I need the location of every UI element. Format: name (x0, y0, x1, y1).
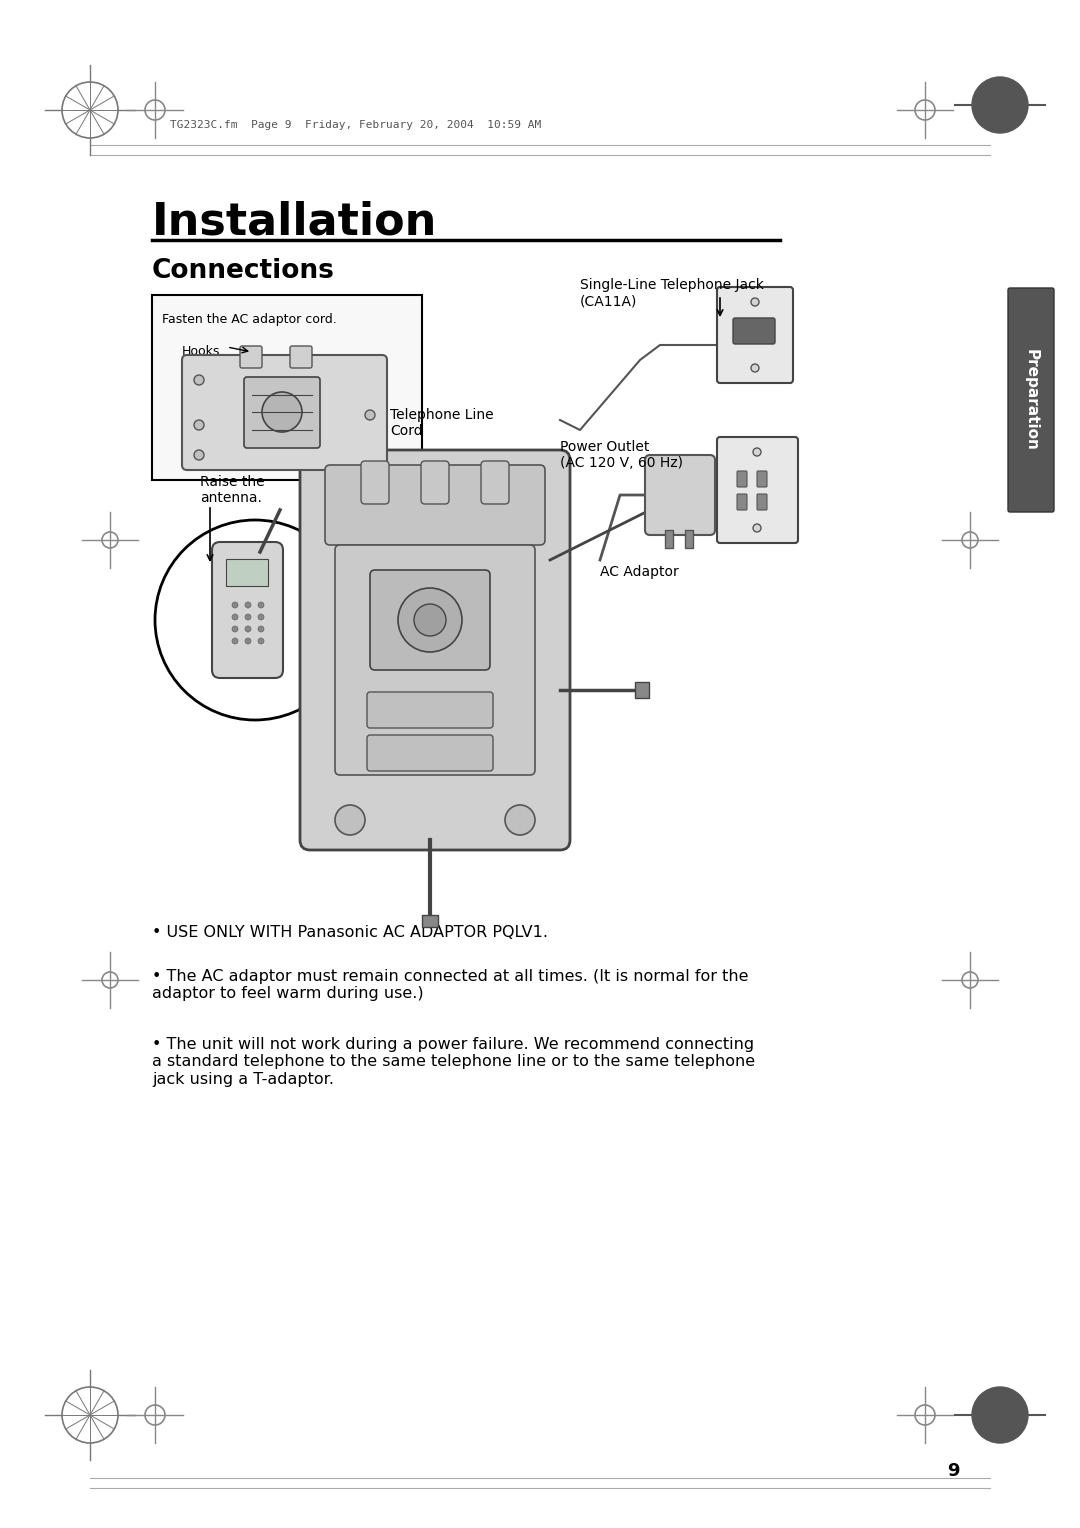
FancyBboxPatch shape (665, 530, 673, 549)
Circle shape (335, 805, 365, 834)
Text: • USE ONLY WITH Panasonic AC ADAPTOR PQLV1.: • USE ONLY WITH Panasonic AC ADAPTOR PQL… (152, 924, 548, 940)
Circle shape (232, 602, 238, 608)
Text: Preparation: Preparation (1024, 348, 1039, 451)
Circle shape (751, 364, 759, 371)
Circle shape (194, 374, 204, 385)
Text: Hooks: Hooks (183, 345, 220, 358)
Circle shape (194, 451, 204, 460)
Circle shape (262, 393, 302, 432)
FancyBboxPatch shape (717, 437, 798, 542)
FancyBboxPatch shape (685, 530, 693, 549)
Text: 9: 9 (947, 1462, 960, 1481)
Circle shape (232, 614, 238, 620)
Text: Installation: Installation (152, 200, 437, 243)
FancyBboxPatch shape (757, 494, 767, 510)
FancyBboxPatch shape (635, 681, 649, 698)
Circle shape (972, 76, 1028, 133)
Circle shape (245, 614, 251, 620)
Circle shape (414, 604, 446, 636)
Circle shape (232, 639, 238, 643)
FancyBboxPatch shape (737, 494, 747, 510)
FancyBboxPatch shape (240, 345, 262, 368)
FancyBboxPatch shape (300, 451, 570, 850)
Text: TG2323C.fm  Page 9  Friday, February 20, 2004  10:59 AM: TG2323C.fm Page 9 Friday, February 20, 2… (170, 121, 541, 130)
Text: • The unit will not work during a power failure. We recommend connecting
a stand: • The unit will not work during a power … (152, 1038, 755, 1086)
FancyBboxPatch shape (733, 318, 775, 344)
Circle shape (258, 602, 264, 608)
Circle shape (972, 1387, 1028, 1442)
FancyBboxPatch shape (422, 915, 438, 927)
Circle shape (245, 639, 251, 643)
Circle shape (245, 602, 251, 608)
Circle shape (194, 420, 204, 429)
FancyBboxPatch shape (291, 345, 312, 368)
Circle shape (399, 588, 462, 652)
Circle shape (753, 448, 761, 455)
Circle shape (258, 639, 264, 643)
FancyBboxPatch shape (717, 287, 793, 384)
Circle shape (245, 626, 251, 633)
Text: AC Adaptor: AC Adaptor (600, 565, 678, 579)
Circle shape (258, 614, 264, 620)
FancyBboxPatch shape (226, 559, 268, 587)
FancyBboxPatch shape (645, 455, 715, 535)
FancyBboxPatch shape (757, 471, 767, 487)
Text: Connections: Connections (152, 258, 335, 284)
Text: Power Outlet
(AC 120 V, 60 Hz): Power Outlet (AC 120 V, 60 Hz) (561, 440, 683, 471)
FancyBboxPatch shape (737, 471, 747, 487)
Text: Raise the
antenna.: Raise the antenna. (200, 475, 265, 506)
FancyBboxPatch shape (367, 735, 492, 772)
FancyBboxPatch shape (370, 570, 490, 669)
Text: Telephone Line
Cord: Telephone Line Cord (390, 408, 494, 439)
Circle shape (258, 626, 264, 633)
FancyBboxPatch shape (244, 377, 320, 448)
FancyBboxPatch shape (212, 542, 283, 678)
FancyBboxPatch shape (325, 465, 545, 545)
Text: Single-Line Telephone Jack
(CA11A): Single-Line Telephone Jack (CA11A) (580, 278, 764, 309)
FancyBboxPatch shape (183, 354, 387, 471)
FancyBboxPatch shape (335, 545, 535, 775)
Circle shape (156, 520, 355, 720)
Circle shape (365, 410, 375, 420)
Circle shape (232, 626, 238, 633)
FancyBboxPatch shape (1008, 287, 1054, 512)
Circle shape (505, 805, 535, 834)
FancyBboxPatch shape (481, 461, 509, 504)
Circle shape (753, 524, 761, 532)
FancyBboxPatch shape (421, 461, 449, 504)
Text: • The AC adaptor must remain connected at all times. (It is normal for the
adapt: • The AC adaptor must remain connected a… (152, 969, 748, 1001)
Circle shape (751, 298, 759, 306)
FancyBboxPatch shape (361, 461, 389, 504)
FancyBboxPatch shape (367, 692, 492, 727)
Text: Fasten the AC adaptor cord.: Fasten the AC adaptor cord. (162, 313, 337, 325)
FancyBboxPatch shape (152, 295, 422, 480)
